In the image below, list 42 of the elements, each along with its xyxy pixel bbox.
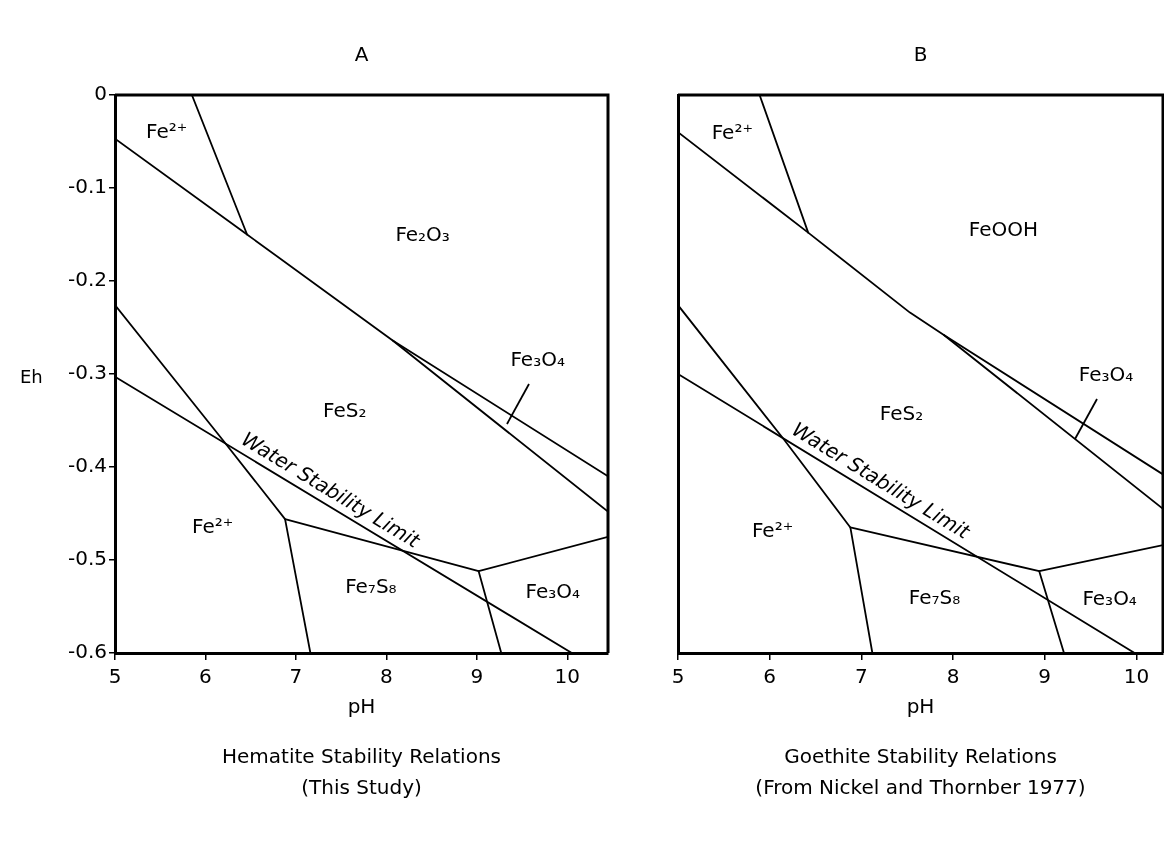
y-tick-label: -0.5 [67, 546, 107, 571]
y-tick-label: -0.6 [67, 639, 107, 664]
y-tick-label: -0.1 [67, 174, 107, 199]
annotation: FeS₂ [879, 400, 924, 425]
x-axis-title: pH [906, 694, 935, 719]
text: (This Study) [300, 775, 423, 799]
chart-title: B [912, 42, 929, 66]
y-tick-label: -0.4 [67, 453, 107, 478]
chart-title: A [353, 42, 370, 66]
annotation: Fe₃O₄ [525, 578, 581, 603]
text: Hematite Stability Relations [221, 744, 502, 768]
annotation: Fe²⁺ [191, 513, 234, 538]
annotation: Fe₃O₄ [1078, 362, 1134, 387]
y-tick-label: -0.2 [67, 267, 107, 292]
x-tick-label: 5 [108, 664, 122, 689]
annotation: Fe²⁺ [146, 119, 188, 144]
y-tick-label: -0.3 [67, 360, 107, 385]
annotation: FeOOH [968, 216, 1039, 241]
x-tick-label: 7 [289, 664, 303, 689]
x-tick-label: 7 [855, 664, 868, 689]
x-tick-label: 5 [671, 664, 685, 689]
x-tick-label: 8 [380, 664, 393, 689]
x-tick-label: 6 [763, 664, 777, 689]
text: Goethite Stability Relations [783, 744, 1058, 768]
x-tick-label: 8 [946, 664, 960, 689]
x-tick-label: 10 [554, 664, 581, 689]
x-tick-label: 6 [199, 664, 212, 689]
x-tick-label: 9 [470, 664, 484, 689]
annotation: Fe₃O₄ [1082, 586, 1137, 611]
annotation: FeS₂ [323, 398, 367, 423]
x-axis-title: pH [347, 694, 376, 719]
y-tick-label: 0 [94, 81, 107, 106]
annotation: Fe₇S₈ [908, 584, 961, 609]
text: (From Nickel and Thornber 1977) [754, 775, 1087, 799]
y-axis-title: Eh [20, 366, 43, 387]
annotation: Fe²⁺ [711, 120, 753, 145]
annotation: Fe²⁺ [751, 517, 794, 542]
annotation: Fe₃O₄ [510, 347, 565, 372]
x-tick-label: 9 [1038, 664, 1052, 689]
annotation: Fe₂O₃ [395, 222, 450, 247]
x-tick-label: 10 [1123, 664, 1150, 689]
annotation: Fe₇S₈ [345, 573, 397, 598]
